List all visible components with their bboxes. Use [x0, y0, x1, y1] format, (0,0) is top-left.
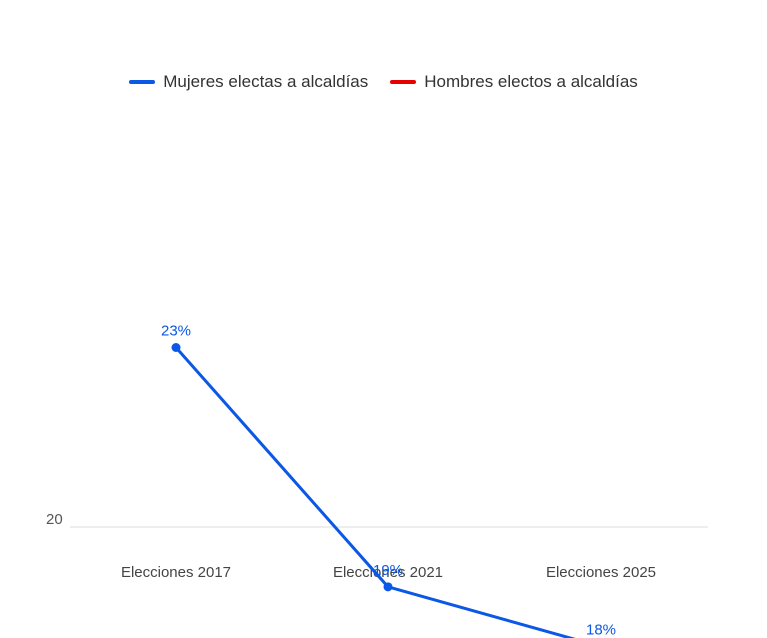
data-label-mujeres-1: 23% — [161, 323, 191, 340]
y-tick-label-20: 20 — [46, 511, 63, 528]
data-point-mujeres-1 — [171, 343, 181, 353]
series-line-mujeres — [174, 346, 576, 638]
legend-swatch-mujeres — [129, 80, 156, 84]
x-tick-label-3: Elecciones 2025 — [546, 564, 656, 581]
legend-item-hombres: Hombres electos a alcaldías — [390, 72, 638, 92]
data-label-mujeres-2: 19% — [373, 562, 403, 579]
x-tick-label-1: Elecciones 2017 — [121, 564, 231, 581]
legend: Mujeres electas a alcaldías Hombres elec… — [0, 72, 767, 92]
data-point-mujeres-2 — [383, 582, 393, 592]
x-tick-label-2: Elecciones 2021 — [333, 564, 443, 581]
legend-item-mujeres: Mujeres electas a alcaldías — [129, 72, 368, 92]
legend-label-mujeres: Mujeres electas a alcaldías — [163, 72, 369, 91]
legend-label-hombres: Hombres electos a alcaldías — [424, 72, 638, 91]
legend-swatch-hombres — [390, 80, 417, 84]
data-label-mujeres-3: 18% — [586, 622, 616, 638]
